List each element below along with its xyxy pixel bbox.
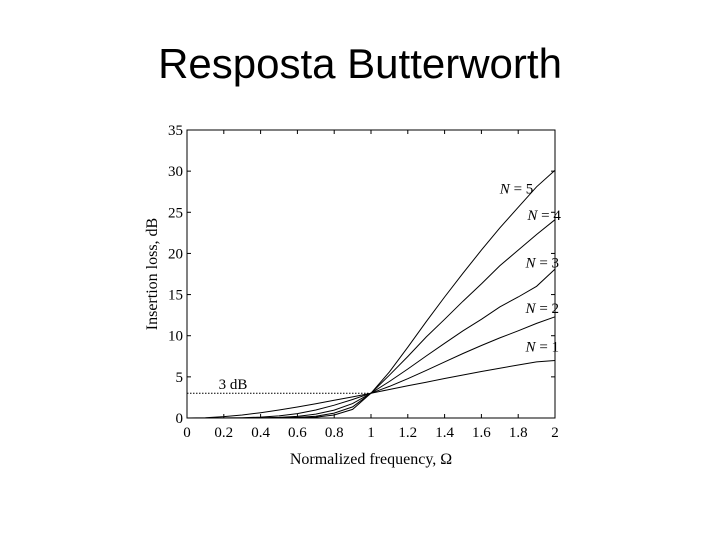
y-tick-label: 35 (168, 123, 183, 139)
y-tick-label: 20 (168, 246, 183, 262)
annotation-n=2: N = 2 (525, 301, 559, 317)
x-tick-label: 1.6 (472, 425, 491, 441)
x-tick-label: 0.4 (251, 425, 270, 441)
series-line-n2 (187, 316, 556, 419)
x-tick-label: 1 (367, 425, 375, 441)
series-line-n3 (187, 268, 556, 419)
plot-frame (186, 129, 556, 419)
annotation-3db: 3 dB (219, 377, 248, 393)
annotation-n=1: N = 1 (525, 339, 559, 355)
annotation-n=3: N = 3 (525, 256, 559, 272)
y-tick-label: 25 (168, 205, 183, 221)
x-tick-label: 0.2 (214, 425, 233, 441)
x-tick-label: 1.4 (435, 425, 454, 441)
x-tick-label: 1.8 (509, 425, 528, 441)
x-axis-label: Normalized frequency, Ω (290, 451, 452, 468)
y-tick-label: 0 (176, 411, 184, 427)
annotation-n=5: N = 5 (499, 181, 533, 197)
series-line-n5 (187, 169, 556, 419)
y-tick-label: 5 (176, 370, 184, 386)
x-tick-label: 0.8 (325, 425, 344, 441)
annotation-n=4: N = 4 (526, 208, 561, 224)
x-tick-label: 0.6 (288, 425, 307, 441)
x-tick-label: 0 (183, 425, 191, 441)
y-tick-label: 15 (168, 288, 183, 304)
x-tick-label: 1.2 (398, 425, 417, 441)
y-tick-label: 30 (168, 164, 183, 180)
slide-title: Resposta Butterworth (158, 40, 562, 87)
x-tick-label: 2 (551, 425, 559, 441)
y-tick-label: 10 (168, 329, 183, 345)
y-axis-label: Insertion loss, dB (144, 218, 161, 330)
